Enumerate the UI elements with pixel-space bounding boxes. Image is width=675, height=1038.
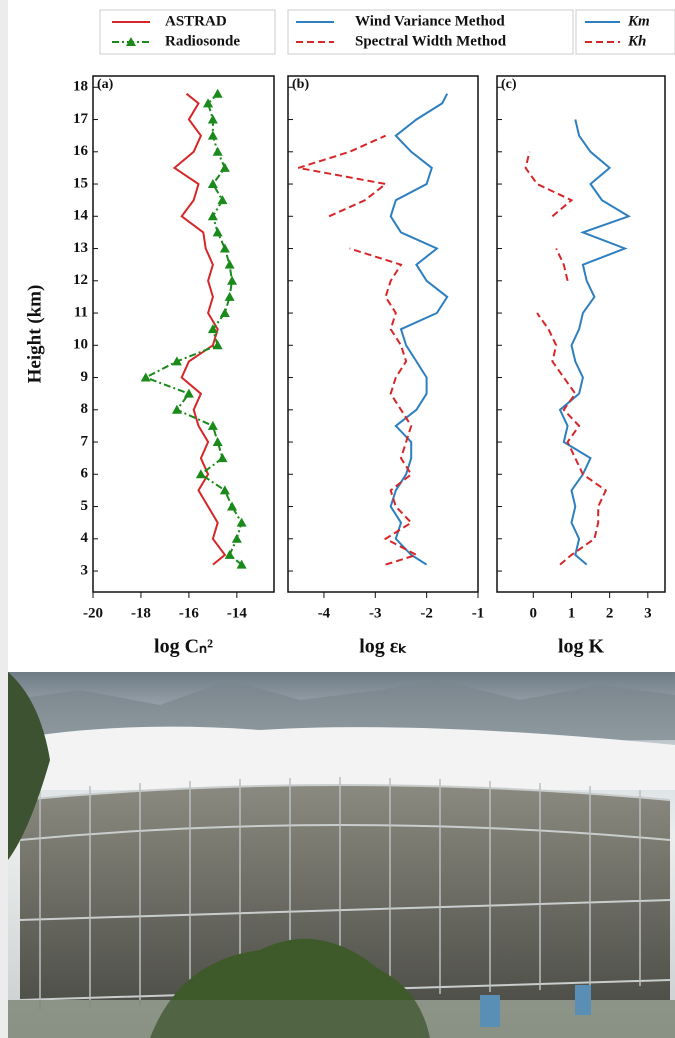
legend-label: ASTRAD — [165, 13, 227, 29]
y-tick-label: 8 — [81, 401, 89, 417]
marker — [207, 114, 218, 124]
marker — [207, 211, 218, 221]
marker — [236, 559, 247, 569]
marker — [224, 291, 235, 301]
y-tick-label: 16 — [73, 143, 89, 159]
legend-box — [99, 9, 276, 55]
x-tick-label: 3 — [644, 605, 652, 621]
y-tick-label: 11 — [74, 304, 88, 320]
marker — [219, 485, 230, 495]
photo — [8, 672, 675, 1038]
y-tick-label: 10 — [73, 337, 88, 353]
marker — [207, 130, 218, 140]
photo-post — [575, 985, 591, 1015]
x-tick-label: 2 — [606, 605, 614, 621]
marker — [212, 437, 223, 447]
y-tick-label: 5 — [81, 498, 89, 514]
photo-fence — [19, 784, 671, 1001]
series-line — [524, 151, 608, 566]
marker — [219, 162, 230, 172]
series-line — [172, 92, 227, 566]
x-tick-label: -18 — [131, 605, 151, 621]
panel-label: (c) — [501, 77, 517, 92]
y-tick-label: 6 — [81, 466, 89, 482]
marker — [217, 453, 228, 463]
marker — [217, 195, 228, 205]
marker — [212, 340, 223, 350]
x-tick-label: -16 — [179, 605, 199, 621]
marker — [140, 372, 151, 382]
marker — [219, 308, 230, 318]
plot-frame — [92, 75, 275, 593]
legend-label: Kh — [627, 33, 646, 49]
panel-label: (a) — [97, 77, 114, 92]
x-tick-label: -20 — [83, 605, 103, 621]
marker — [207, 420, 218, 430]
panel: (c) 0 1 2 3 log K Km Kh — [496, 9, 675, 658]
y-tick-label: 3 — [81, 562, 89, 578]
left-margin — [0, 0, 8, 1038]
plot-frame — [496, 75, 666, 593]
y-tick-label: 12 — [73, 272, 88, 288]
plot-frame — [287, 75, 479, 593]
photo-fence-posts — [39, 777, 641, 1010]
x-tick-label: -14 — [227, 605, 247, 621]
y-tick-label: 7 — [81, 433, 89, 449]
marker — [203, 98, 214, 108]
photo-ground — [8, 1000, 675, 1038]
x-tick-label: -3 — [369, 605, 382, 621]
series-line — [558, 119, 632, 566]
photo-post — [480, 995, 500, 1027]
marker — [171, 356, 182, 366]
marker — [227, 501, 238, 511]
marker — [207, 179, 218, 189]
marker — [212, 227, 223, 237]
x-tick-label: -4 — [318, 605, 331, 621]
marker — [236, 517, 247, 527]
y-axis-label: Height (km) — [24, 285, 45, 384]
photo-array — [20, 785, 670, 1000]
marker — [219, 243, 230, 253]
legend-label: Km — [627, 13, 650, 29]
series-line — [389, 93, 449, 566]
y-tick-label: 15 — [73, 175, 88, 191]
marker — [212, 88, 223, 98]
marker — [227, 275, 238, 285]
marker — [207, 324, 218, 334]
marker — [224, 549, 235, 559]
x-axis-label: log εₖ — [359, 636, 407, 658]
legend-label: Radiosonde — [165, 33, 240, 49]
legend-box — [287, 9, 574, 55]
y-tick-label: 4 — [81, 530, 89, 546]
series-line — [298, 134, 419, 566]
y-tick-label: 18 — [73, 79, 88, 95]
y-tick-label: 9 — [81, 369, 89, 385]
x-axis-label: log Cₙ² — [154, 636, 213, 658]
y-tick-label: 13 — [73, 240, 88, 256]
photo-clouds — [8, 726, 675, 790]
legend-box — [575, 9, 675, 55]
x-tick-label: -1 — [472, 605, 485, 621]
panel: (b) -4 -3 -2 -1 log εₖ Wind Variance Method Spe… — [287, 9, 574, 658]
panel: (a) 3 4 5 6 7 8 9 10 11 12 13 14 15 16 17 18 -20 -18 -16 -14… — [24, 9, 276, 658]
marker — [195, 469, 206, 479]
marker — [231, 533, 242, 543]
marker — [171, 404, 182, 414]
x-tick-label: 1 — [568, 605, 576, 621]
x-tick-label: -2 — [420, 605, 433, 621]
legend-marker — [126, 37, 136, 46]
marker — [224, 259, 235, 269]
legend-label: Spectral Width Method — [355, 33, 507, 49]
x-tick-label: 0 — [530, 605, 538, 621]
panel-label: (b) — [292, 77, 309, 92]
y-tick-label: 14 — [73, 208, 89, 224]
legend-label: Wind Variance Method — [355, 13, 505, 29]
x-axis-label: log K — [558, 636, 605, 658]
marker — [212, 146, 223, 156]
y-tick-label: 17 — [73, 111, 89, 127]
marker — [183, 388, 194, 398]
photo-tree-left — [8, 672, 50, 860]
